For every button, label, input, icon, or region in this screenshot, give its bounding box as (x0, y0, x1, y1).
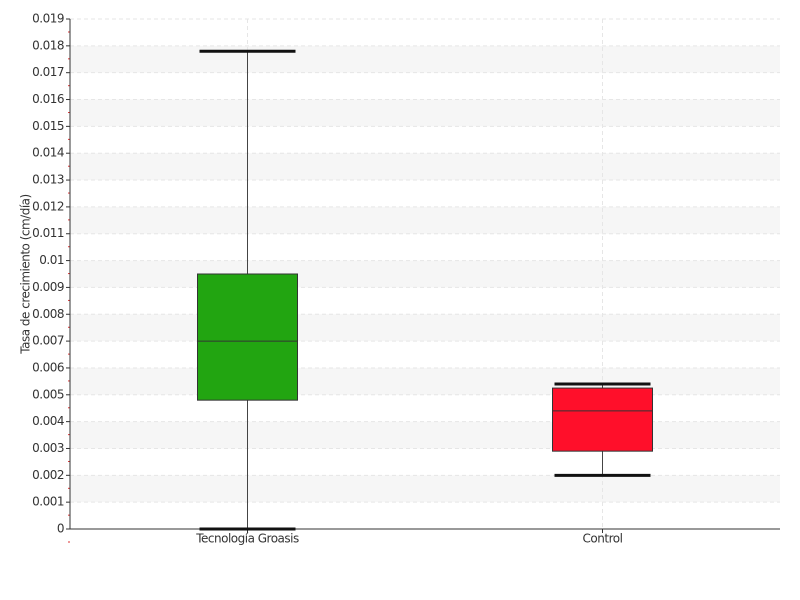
grid-band (70, 45, 780, 73)
grid-band (70, 260, 780, 288)
grid-band (70, 475, 780, 503)
y-tick-label: 0.003 (32, 441, 64, 455)
y-tick-label: 0.013 (32, 173, 64, 187)
grid-band (70, 206, 780, 234)
grid-band (70, 153, 780, 181)
box (552, 387, 653, 452)
y-tick-label: 0.001 (32, 495, 64, 509)
y-tick-label: 0.006 (32, 360, 64, 374)
y-tick-label: 0.011 (32, 226, 64, 240)
y-tick-label: 0 (57, 522, 64, 536)
y-tick-label: 0.009 (32, 280, 64, 294)
y-tick-label: 0.015 (32, 119, 64, 133)
x-tick-label: Control (583, 532, 623, 546)
y-tick-label: 0.019 (32, 12, 64, 26)
y-tick-label: 0.002 (32, 468, 64, 482)
x-tick-label: Tecnología Groasis (195, 532, 299, 546)
y-tick-label: 0.01 (39, 253, 64, 267)
y-tick-label: 0.004 (32, 414, 64, 428)
y-tick-label: 0.008 (32, 307, 64, 321)
y-tick-label: 0.012 (32, 199, 64, 213)
grid-band (70, 314, 780, 342)
y-tick-label: 0.007 (32, 334, 64, 348)
box (197, 273, 298, 401)
y-tick-label: 0.014 (32, 146, 64, 160)
grid-band (70, 367, 780, 395)
y-tick-label: 0.005 (32, 387, 64, 401)
grid-band (70, 99, 780, 127)
y-tick-label: 0.016 (32, 92, 64, 106)
y-tick-label: 0.017 (32, 65, 64, 79)
y-tick-label: 0.018 (32, 38, 64, 52)
grid-band (70, 421, 780, 449)
y-axis-label: Tasa de crecimiento (cm/día) (19, 194, 33, 354)
